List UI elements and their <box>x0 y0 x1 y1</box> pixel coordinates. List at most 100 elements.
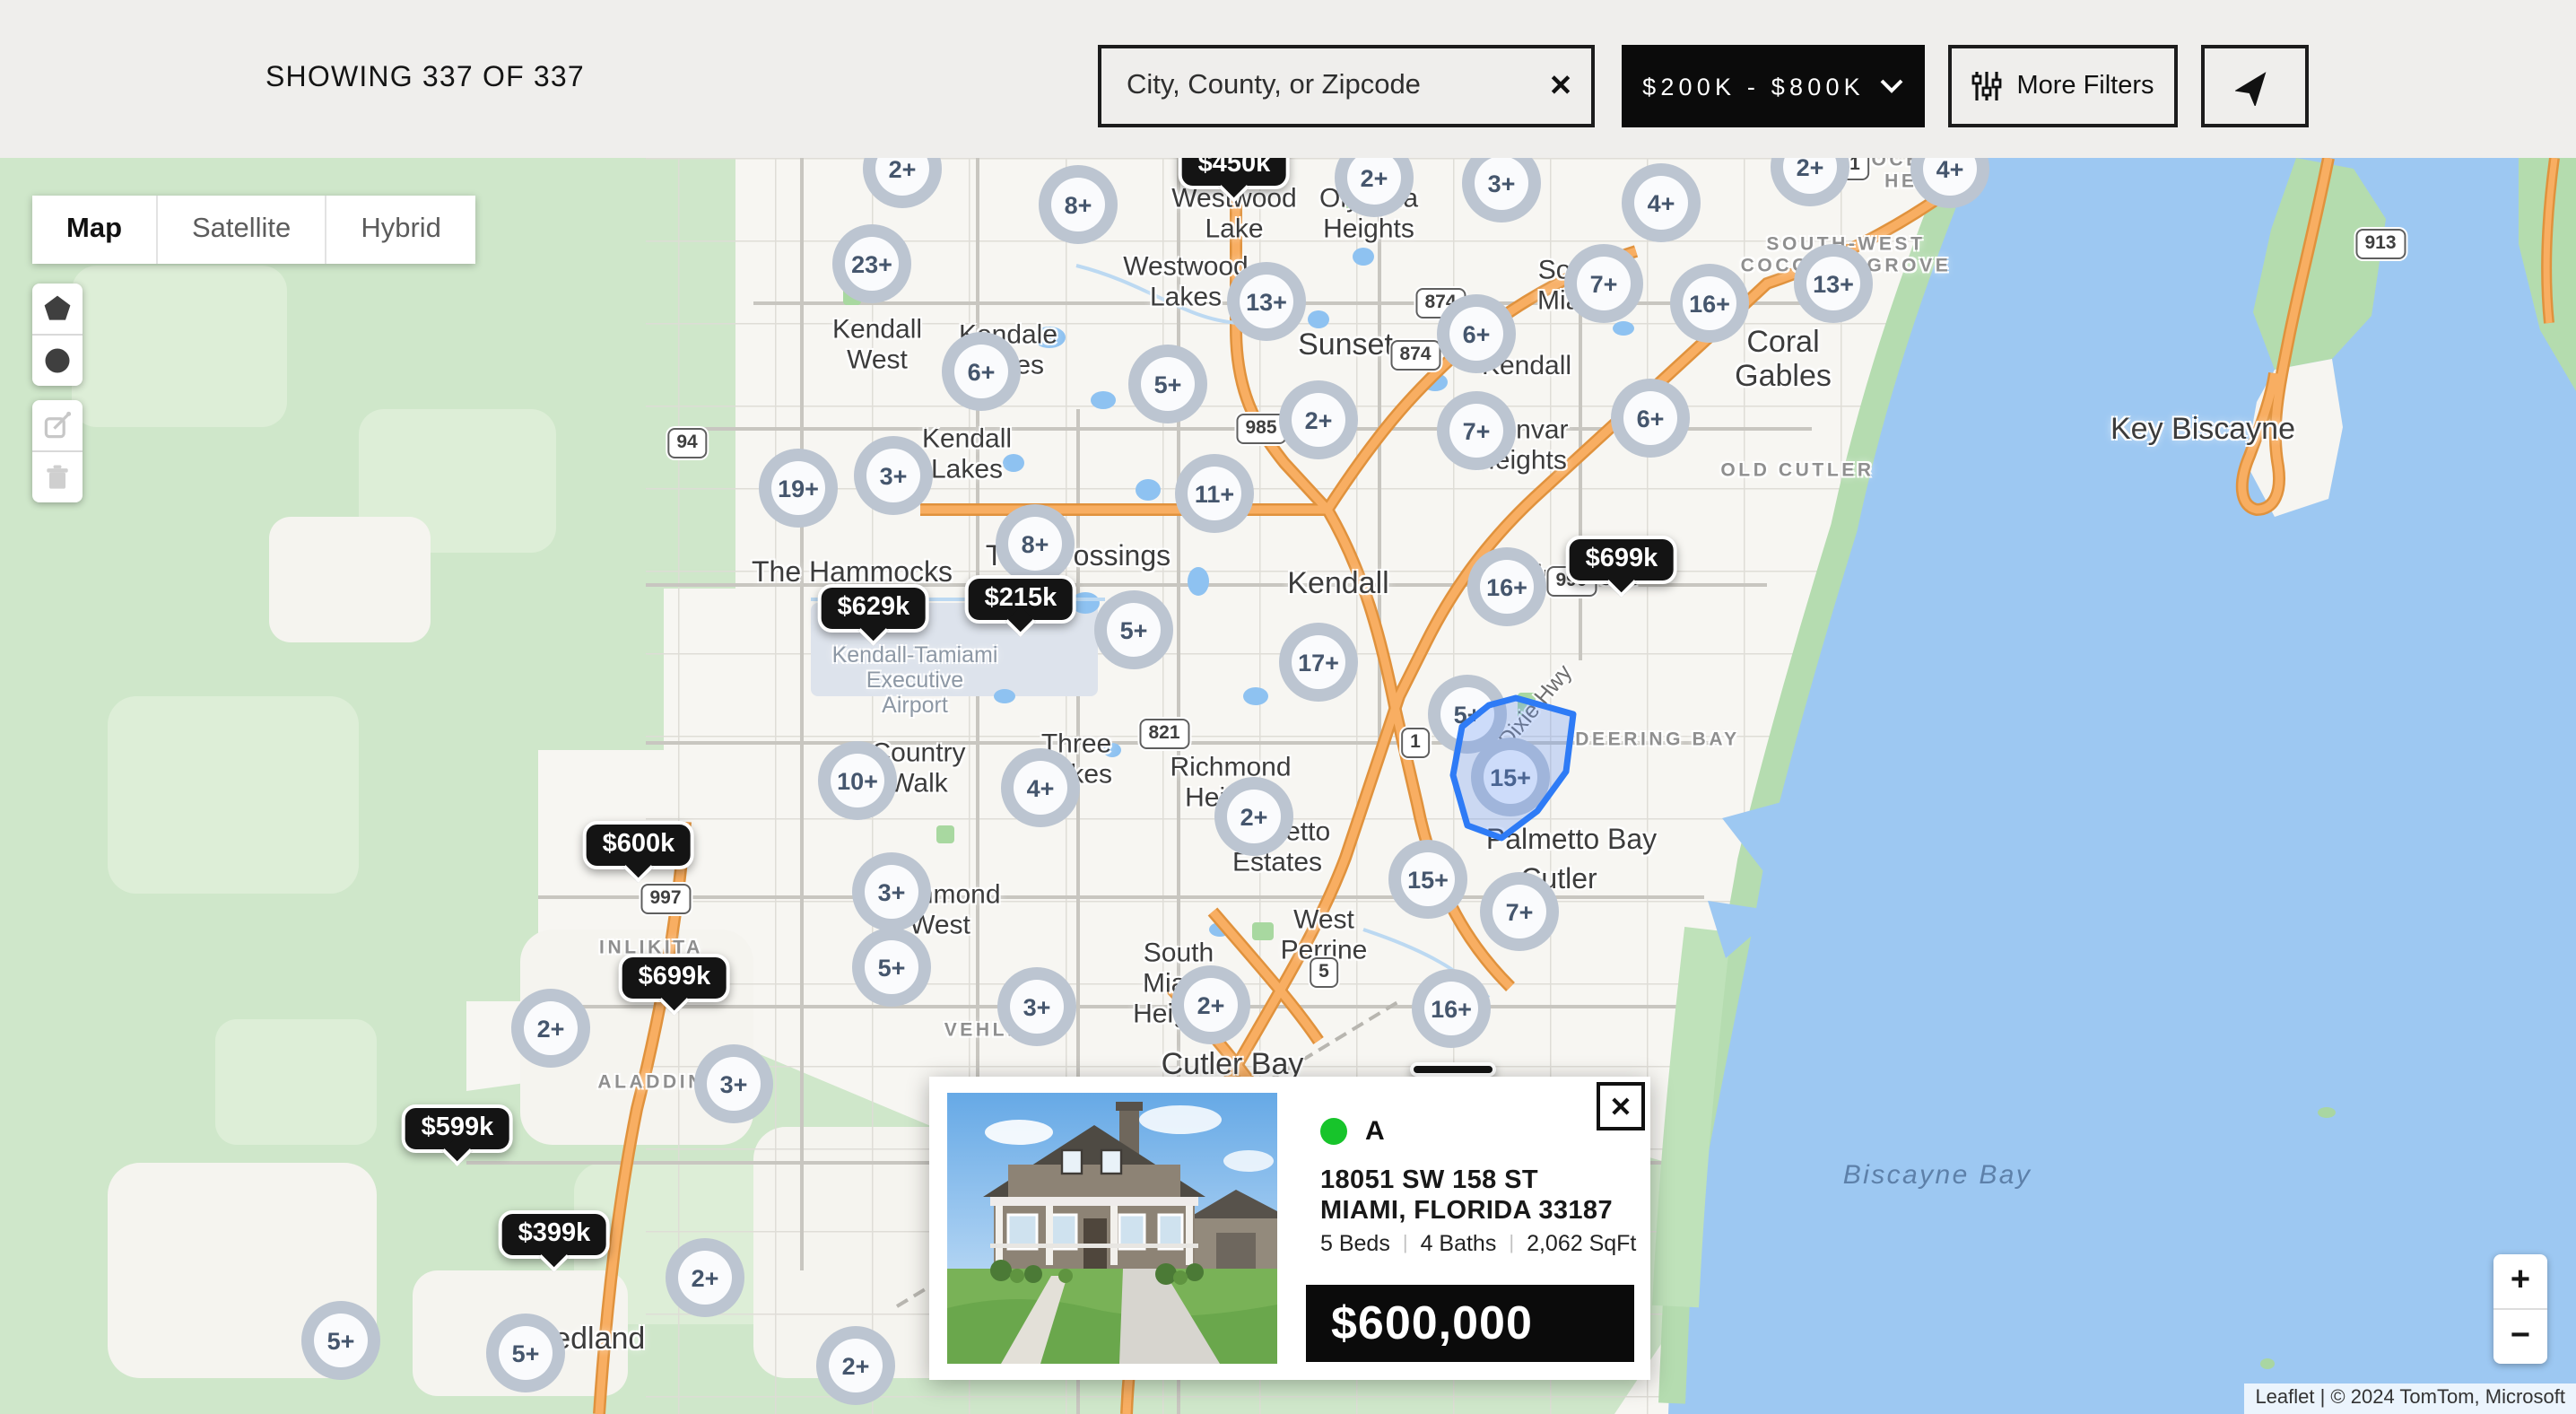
price-marker[interactable]: $600k <box>582 821 695 869</box>
cluster-marker[interactable]: 7+ <box>1437 391 1516 470</box>
cluster-marker[interactable]: 8+ <box>996 504 1075 583</box>
beds-value: 5 Beds <box>1320 1231 1390 1256</box>
edit-shapes-button[interactable] <box>32 400 83 452</box>
cluster-marker[interactable]: 5+ <box>1128 345 1207 423</box>
cluster-marker[interactable]: 16+ <box>1412 969 1491 1048</box>
cluster-marker[interactable]: 6+ <box>1437 294 1516 373</box>
cluster-marker[interactable]: 5+ <box>301 1301 380 1380</box>
polygon-icon <box>44 295 71 320</box>
map-label: Westwood Lakes <box>1123 251 1249 312</box>
zoom-in-button[interactable]: + <box>2493 1254 2547 1310</box>
cluster-marker[interactable]: 15+ <box>1388 840 1467 919</box>
baths-value: 4 Baths <box>1420 1231 1497 1256</box>
cluster-marker[interactable]: 10+ <box>818 741 897 820</box>
price-marker[interactable]: $699k <box>618 954 731 1002</box>
cluster-marker[interactable]: 6+ <box>942 332 1021 411</box>
cluster-marker[interactable]: 13+ <box>1794 244 1873 323</box>
cluster-marker[interactable]: 3+ <box>1462 158 1541 223</box>
cluster-marker[interactable]: 3+ <box>997 967 1076 1046</box>
cluster-marker[interactable]: 4+ <box>1001 748 1080 827</box>
cluster-marker[interactable]: 2+ <box>1771 158 1849 206</box>
map-label: Palmetto Bay <box>1485 825 1658 857</box>
cluster-marker[interactable]: 2+ <box>1171 965 1250 1044</box>
map-label: Kendall West <box>831 314 923 375</box>
cluster-marker[interactable]: 4+ <box>1622 163 1701 242</box>
cluster-marker[interactable]: 11+ <box>1175 454 1254 533</box>
tab-satellite[interactable]: Satellite <box>158 196 327 264</box>
separator: | <box>1402 1233 1408 1254</box>
property-photo[interactable] <box>947 1093 1277 1364</box>
price-marker[interactable]: $629k <box>817 584 930 633</box>
cluster-marker[interactable]: 2+ <box>863 158 942 208</box>
house-photo-illustration <box>947 1093 1277 1364</box>
price-filter-label: $200K - $800K <box>1642 73 1865 100</box>
cluster-marker[interactable]: 16+ <box>1467 547 1546 626</box>
selection-polygon[interactable] <box>1449 694 1577 842</box>
road-shield: 1 <box>1401 728 1430 758</box>
draw-polygon-button[interactable] <box>32 284 83 336</box>
chevron-down-icon <box>1881 79 1904 93</box>
cluster-marker[interactable]: 2+ <box>816 1326 895 1405</box>
cluster-marker[interactable]: 8+ <box>1039 165 1118 244</box>
edit-icon <box>44 411 72 439</box>
price-marker[interactable] <box>1410 1062 1496 1077</box>
property-address: 18051 SW 158 ST MIAMI, FLORIDA 33187 <box>1320 1166 1613 1227</box>
tab-map[interactable]: Map <box>32 196 158 264</box>
locate-button[interactable] <box>2201 45 2309 127</box>
pin-row: A <box>1320 1116 1385 1147</box>
map-label: OLD CUTLER <box>1720 459 1875 482</box>
cluster-marker[interactable]: 5+ <box>852 928 931 1007</box>
cluster-marker[interactable]: 3+ <box>854 436 933 515</box>
price-marker[interactable]: $215k <box>964 575 1077 624</box>
property-price: $600,000 <box>1306 1285 1634 1362</box>
cluster-marker[interactable]: 5+ <box>486 1314 565 1392</box>
close-card-button[interactable]: ✕ <box>1597 1082 1645 1130</box>
zoom-out-button[interactable]: − <box>2510 1317 2531 1355</box>
circle-icon <box>45 348 70 373</box>
cluster-marker[interactable]: 2+ <box>511 989 590 1068</box>
price-filter-button[interactable]: $200K - $800K <box>1622 45 1925 127</box>
more-filters-label: More Filters <box>2016 72 2154 100</box>
cluster-marker[interactable]: 16+ <box>1670 264 1749 343</box>
draw-circle-button[interactable] <box>32 336 83 386</box>
tab-hybrid[interactable]: Hybrid <box>326 196 475 264</box>
cluster-marker[interactable]: 3+ <box>852 852 931 931</box>
price-marker[interactable]: $599k <box>401 1104 514 1153</box>
cluster-marker[interactable]: 2+ <box>1279 380 1358 459</box>
cluster-marker[interactable]: 2+ <box>666 1238 744 1317</box>
property-card[interactable]: ✕ A 18051 SW 158 ST MIAMI, FLORIDA 33187… <box>929 1077 1650 1380</box>
delete-shapes-button[interactable] <box>32 452 83 502</box>
cluster-marker[interactable]: 13+ <box>1227 262 1306 341</box>
cluster-marker[interactable]: 2+ <box>1214 777 1293 856</box>
cluster-marker[interactable]: 5+ <box>1094 590 1173 669</box>
road-shield: 5 <box>1310 957 1338 988</box>
cluster-marker[interactable]: 6+ <box>1611 379 1690 458</box>
cluster-marker[interactable]: 3+ <box>694 1044 773 1123</box>
cluster-marker[interactable]: 17+ <box>1279 623 1358 702</box>
property-specs: 5 Beds | 4 Baths | 2,062 SqFt <box>1320 1231 1636 1256</box>
cluster-marker[interactable]: 19+ <box>759 449 838 528</box>
map-basemap[interactable] <box>0 158 2576 1414</box>
cluster-marker[interactable]: 23+ <box>832 224 911 303</box>
price-marker[interactable]: $399k <box>498 1210 611 1259</box>
road-shield: 874 <box>1390 340 1440 371</box>
map-label: Cutler Bay <box>1161 1046 1304 1081</box>
cluster-marker[interactable]: 4+ <box>1910 158 1989 208</box>
results-count: SHOWING 337 OF 337 <box>265 63 585 93</box>
search-box[interactable]: ✕ <box>1098 45 1595 127</box>
clear-search-icon[interactable]: ✕ <box>1548 72 1573 102</box>
map-label: Kendall-Tamiami Executive Airport <box>831 642 998 718</box>
search-input[interactable] <box>1101 70 1530 102</box>
road-shield: 821 <box>1139 719 1189 749</box>
road-shield: 997 <box>640 884 691 914</box>
cluster-marker[interactable]: 7+ <box>1480 872 1559 951</box>
separator: | <box>1509 1233 1515 1254</box>
price-marker[interactable]: $699k <box>1565 536 1678 584</box>
top-bar: SHOWING 337 OF 337 ✕ $200K - $800K More … <box>0 0 2576 158</box>
filters-sliders-icon <box>1972 72 2002 100</box>
price-marker[interactable]: $450k <box>1178 158 1291 189</box>
more-filters-button[interactable]: More Filters <box>1948 45 2178 127</box>
cluster-marker[interactable]: 7+ <box>1564 244 1643 323</box>
